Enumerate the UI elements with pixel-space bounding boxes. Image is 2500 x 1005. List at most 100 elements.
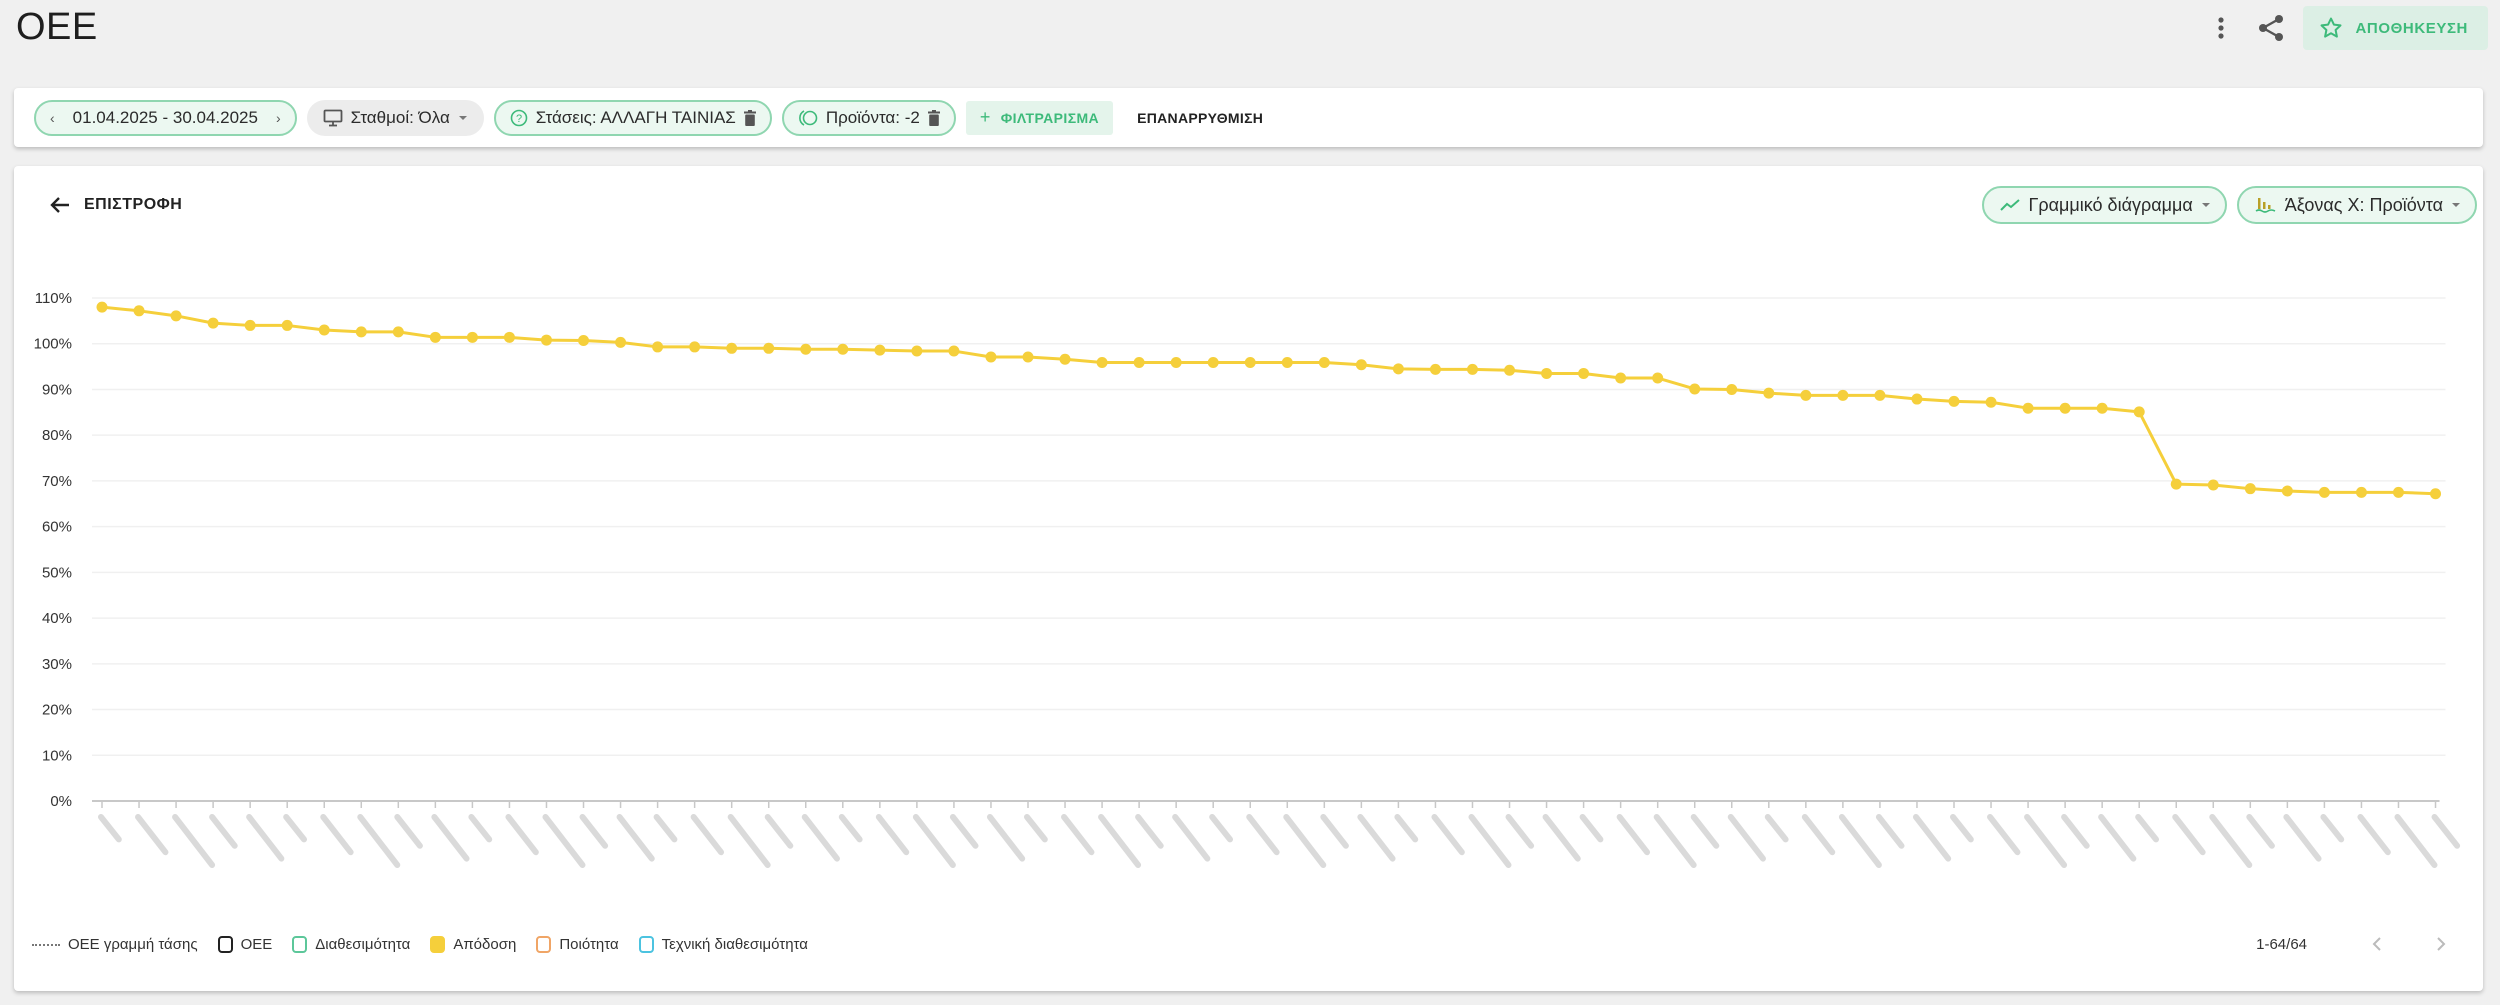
x-axis-dropdown[interactable]: Άξονας Χ: Προϊόντα (2236, 186, 2477, 224)
data-point[interactable] (985, 351, 997, 363)
data-point[interactable] (2170, 478, 2182, 490)
data-point[interactable] (466, 331, 478, 343)
data-point[interactable] (763, 342, 775, 354)
chevron-right-icon (2437, 937, 2446, 951)
x-tick-label-redacted (1357, 814, 1396, 862)
data-point[interactable] (1800, 389, 1812, 401)
x-tick-label-redacted (764, 814, 794, 849)
legend-item[interactable]: OEE γραμμή τάσης (32, 936, 198, 953)
x-tick-label-redacted (1801, 814, 1836, 856)
data-point[interactable] (578, 335, 590, 347)
reset-button[interactable]: ΕΠΑΝΑΡΡΥΘΜΙΣΗ (1137, 109, 1264, 126)
products-filter-chip[interactable]: Προϊόντα: -2 (781, 99, 956, 136)
save-button[interactable]: ΑΠΟΘΗΚΕΥΣΗ (2303, 6, 2488, 50)
data-point[interactable] (318, 324, 330, 336)
data-point[interactable] (615, 336, 627, 348)
data-point[interactable] (429, 331, 441, 343)
data-point[interactable] (1985, 396, 1997, 408)
data-point[interactable] (2244, 483, 2256, 495)
data-point[interactable] (837, 343, 849, 355)
data-point[interactable] (1578, 367, 1590, 379)
data-point[interactable] (207, 317, 219, 329)
legend-item[interactable]: Τεχνική διαθεσιμότητα (638, 936, 808, 953)
data-point[interactable] (1615, 372, 1627, 384)
data-point[interactable] (1948, 395, 1960, 407)
back-button[interactable]: ΕΠΙΣΤΡΟΦΗ (50, 190, 182, 220)
data-point[interactable] (2207, 479, 2219, 491)
data-point[interactable] (540, 334, 552, 346)
data-point[interactable] (911, 345, 923, 357)
data-point[interactable] (355, 326, 367, 338)
data-point[interactable] (948, 345, 960, 357)
next-page-button[interactable] (2419, 926, 2463, 962)
data-point[interactable] (2430, 488, 2442, 500)
date-range-label: 01.04.2025 - 30.04.2025 (72, 107, 258, 127)
data-point[interactable] (1689, 383, 1701, 395)
data-point[interactable] (1281, 356, 1293, 368)
data-point[interactable] (2096, 402, 2108, 414)
page-scrollbar[interactable] (2488, 0, 2500, 1005)
data-point[interactable] (2022, 402, 2034, 414)
data-point[interactable] (1318, 356, 1330, 368)
trash-icon[interactable] (743, 109, 756, 126)
data-point[interactable] (1059, 353, 1071, 365)
chart-type-dropdown[interactable]: Γραμμικό διάγραμμα (1982, 186, 2227, 224)
next-period-icon[interactable]: › (275, 109, 281, 126)
trash-icon[interactable] (927, 109, 940, 126)
data-point[interactable] (1355, 359, 1367, 371)
data-point[interactable] (2059, 402, 2071, 414)
data-point[interactable] (1392, 363, 1404, 375)
back-label: ΕΠΙΣΤΡΟΦΗ (84, 196, 183, 213)
data-point[interactable] (2392, 486, 2404, 498)
data-point[interactable] (652, 341, 664, 353)
data-point[interactable] (503, 331, 515, 343)
data-point[interactable] (800, 343, 812, 355)
legend-swatch-icon (430, 936, 446, 953)
legend-item[interactable]: Ποιότητα (536, 936, 619, 953)
legend-item[interactable]: Διαθεσιμότητα (292, 936, 410, 953)
x-tick-label-redacted (2246, 814, 2275, 849)
data-point[interactable] (1763, 387, 1775, 399)
data-point[interactable] (1170, 356, 1182, 368)
data-point[interactable] (1022, 351, 1034, 363)
data-point[interactable] (2281, 485, 2293, 497)
data-point[interactable] (1244, 356, 1256, 368)
data-point[interactable] (170, 310, 182, 322)
data-point[interactable] (1541, 367, 1553, 379)
data-point[interactable] (1874, 389, 1886, 401)
date-range-chip[interactable]: ‹ 01.04.2025 - 30.04.2025 › (34, 99, 297, 136)
share-button[interactable] (2253, 6, 2289, 50)
data-point[interactable] (1837, 389, 1849, 401)
prev-page-button[interactable] (2355, 926, 2399, 962)
data-point[interactable] (1133, 356, 1145, 368)
data-point[interactable] (392, 326, 404, 338)
data-point[interactable] (1652, 372, 1664, 384)
legend-item[interactable]: OEE (217, 936, 272, 953)
data-point[interactable] (689, 341, 701, 353)
stations-dropdown[interactable]: Σταθμοί: Όλα (306, 99, 484, 136)
data-point[interactable] (2355, 486, 2367, 498)
data-point[interactable] (874, 344, 886, 356)
stops-filter-chip[interactable]: ? Στάσεις: ΑΛΛΑΓΗ ΤΑΙΝΙΑΣ (493, 99, 772, 136)
data-point[interactable] (1429, 363, 1441, 375)
add-filter-button[interactable]: + ΦΙΛΤΡΑΡΙΣΜΑ (965, 100, 1114, 135)
data-point[interactable] (244, 319, 256, 331)
data-point[interactable] (2318, 486, 2330, 498)
data-point[interactable] (133, 305, 145, 317)
data-point[interactable] (1207, 356, 1219, 368)
data-point[interactable] (1504, 364, 1516, 376)
prev-period-icon[interactable]: ‹ (50, 109, 55, 126)
data-point[interactable] (281, 319, 293, 331)
data-point[interactable] (1911, 393, 1923, 405)
chevron-left-icon (2372, 937, 2381, 951)
chart-legend: OEE γραμμή τάσης OEE Διαθεσιμότητα Απόδοση Π… (32, 936, 808, 953)
data-point[interactable] (1466, 363, 1478, 375)
x-tick-label-redacted (912, 814, 956, 868)
legend-item[interactable]: Απόδοση (430, 936, 516, 953)
data-point[interactable] (1096, 356, 1108, 368)
data-point[interactable] (96, 301, 108, 313)
data-point[interactable] (2133, 406, 2145, 418)
data-point[interactable] (726, 342, 738, 354)
data-point[interactable] (1726, 383, 1738, 395)
more-options-button[interactable] (2203, 6, 2239, 50)
